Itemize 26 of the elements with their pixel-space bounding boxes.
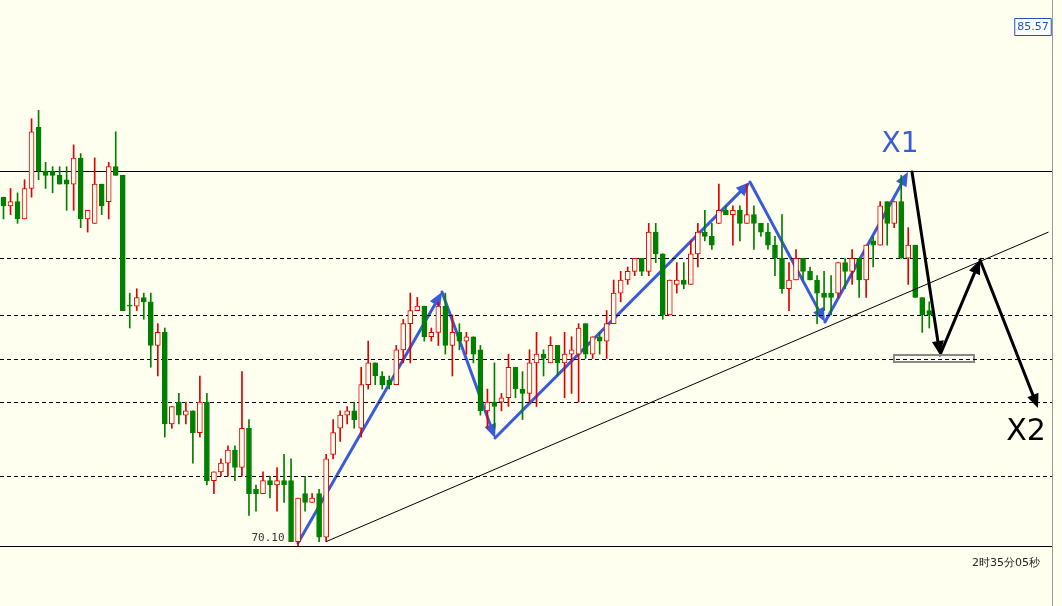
candlestick [140,292,147,320]
candlestick [744,183,750,224]
text: 85.57 [1017,19,1049,33]
candlestick [926,301,933,329]
candlestick [253,484,259,512]
candlestick [751,205,757,250]
candlestick [821,270,827,311]
candlestick [183,401,189,425]
candlestick [870,236,876,268]
annotation: X1 [881,126,919,160]
text: 2时35分05秒 [972,555,1040,569]
candlestick [905,227,912,285]
candlestick [267,475,273,499]
candlestick [828,275,834,316]
candlestick [730,205,736,246]
candlestick [786,262,792,311]
candlestick [407,292,414,364]
candlestick [281,454,287,503]
annotation: X2 [1006,411,1046,447]
candlestick [702,209,708,242]
annotation: 70.10 [251,530,285,544]
candlestick [673,262,680,294]
candlestick [112,131,119,176]
candlestick [274,467,280,512]
candlestick [680,262,687,290]
candlestick [126,292,133,329]
